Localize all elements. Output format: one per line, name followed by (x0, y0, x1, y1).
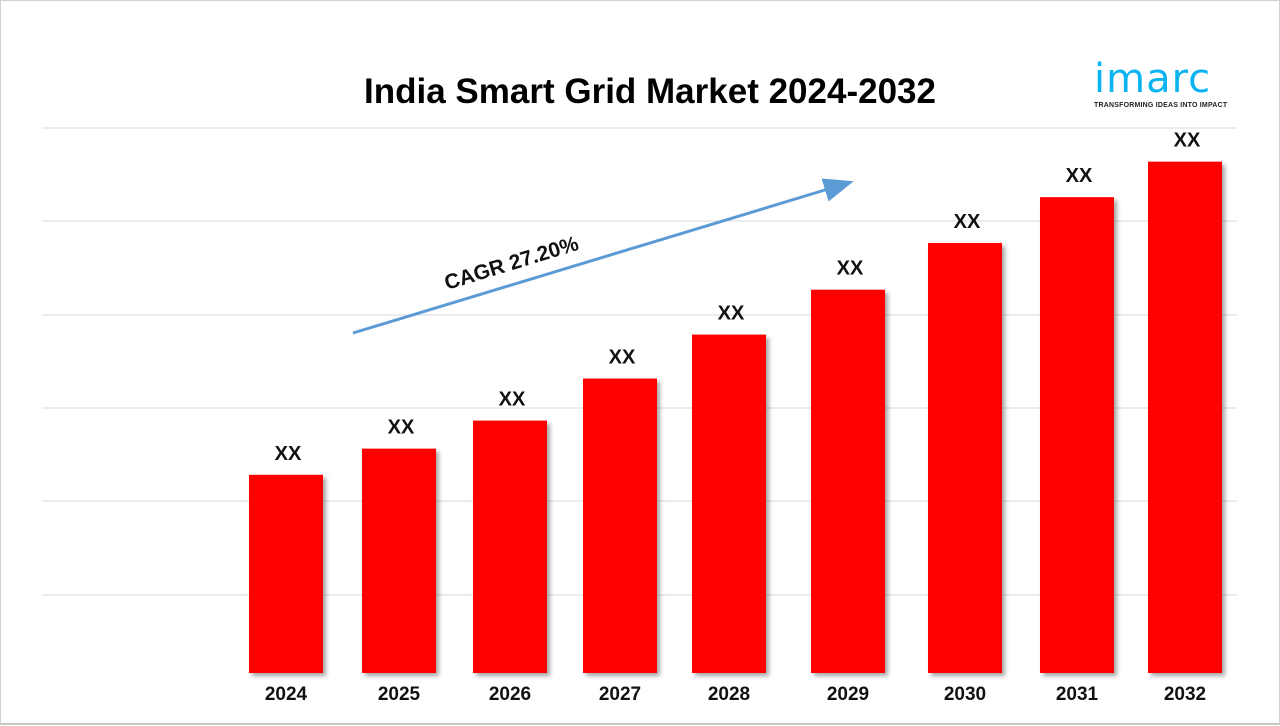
x-tick-label: 2030 (944, 684, 986, 705)
data-label: XX (1174, 130, 1201, 152)
bar-2031 (1040, 197, 1114, 673)
bar-2024 (249, 474, 323, 673)
data-label: XX (718, 303, 745, 325)
imarc-logo: imarc TRANSFORMING IDEAS INTO IMPACT (1094, 56, 1234, 109)
bar-2029 (811, 289, 885, 673)
x-tick-label: 2032 (1164, 684, 1206, 705)
x-tick-label: 2027 (599, 684, 641, 705)
bar-2026 (473, 420, 547, 673)
data-label: XX (275, 443, 302, 465)
x-tick-label: 2026 (489, 684, 531, 705)
logo-word: imarc (1094, 56, 1212, 102)
x-tick-label: 2024 (265, 684, 308, 705)
bar-2030 (928, 242, 1002, 673)
data-label: XX (499, 389, 526, 411)
x-tick-label: 2025 (378, 684, 421, 705)
x-tick-label: 2028 (708, 684, 750, 705)
data-label: XX (609, 347, 636, 369)
x-tick-label: 2029 (827, 684, 869, 705)
bar-2032 (1148, 161, 1222, 674)
cagr-arrow (352, 178, 854, 335)
data-label: XX (1066, 165, 1093, 187)
bar-2027 (583, 378, 657, 673)
chart-title: India Smart Grid Market 2024-2032 (364, 72, 936, 111)
data-label: XX (837, 258, 864, 280)
data-label: XX (388, 417, 415, 439)
logo-tagline: TRANSFORMING IDEAS INTO IMPACT (1094, 102, 1228, 109)
x-tick-label: 2031 (1056, 684, 1099, 705)
bar-2025 (362, 448, 436, 673)
data-label: XX (954, 211, 981, 233)
bar-2028 (692, 334, 766, 673)
